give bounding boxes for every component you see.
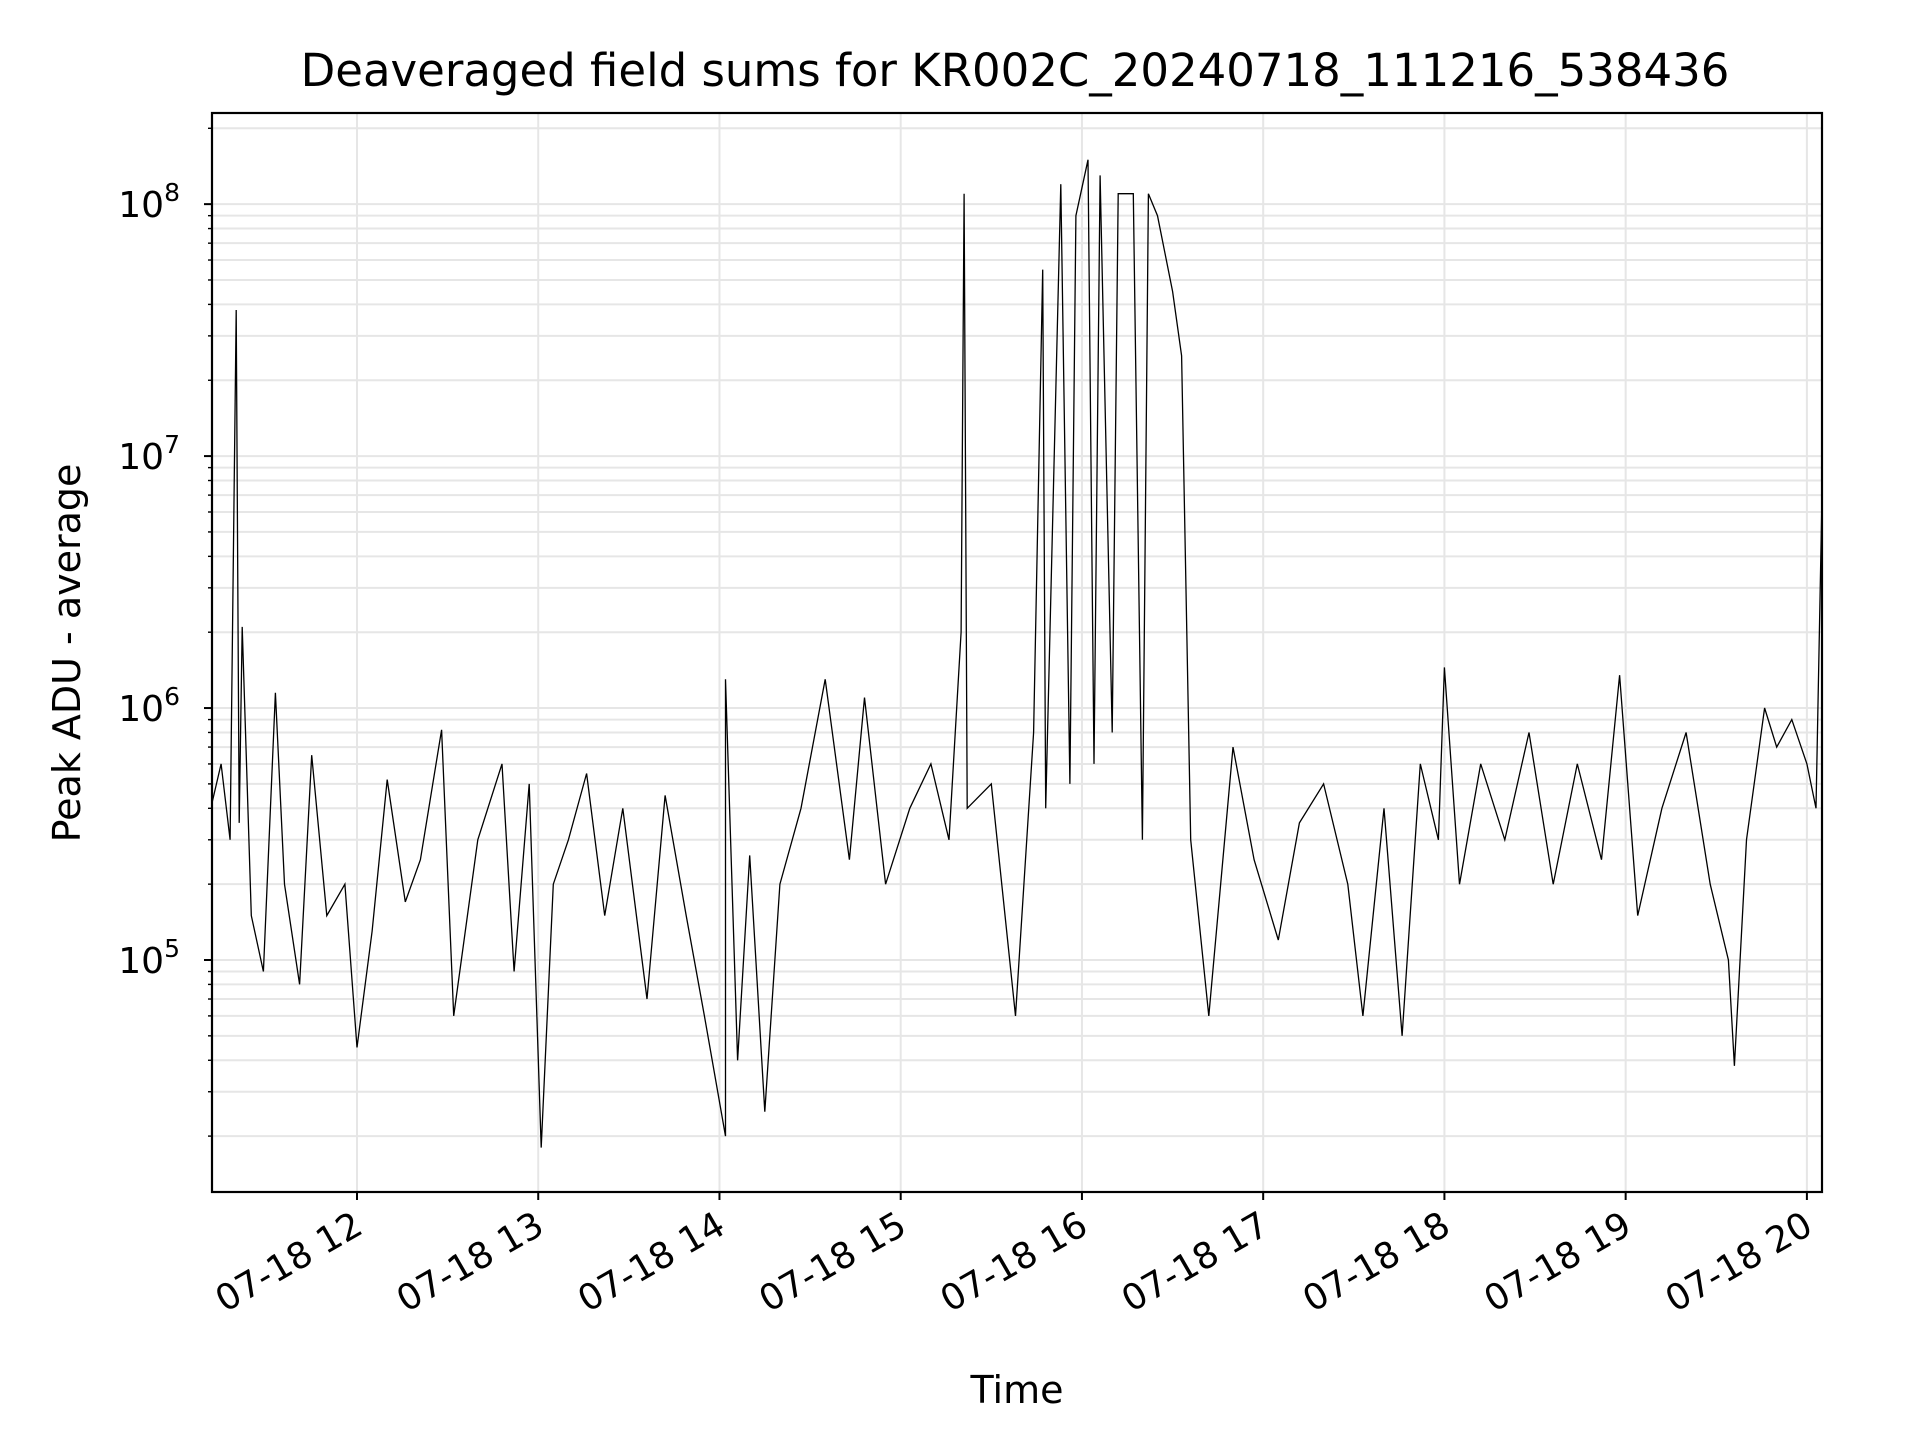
y-tick-label: 107 bbox=[118, 430, 180, 478]
y-tick-exponent: 5 bbox=[164, 934, 180, 963]
y-tick-exponent: 8 bbox=[164, 178, 180, 207]
y-tick-base: 10 bbox=[118, 941, 164, 982]
plot-frame bbox=[210, 111, 1824, 1194]
series-line bbox=[211, 159, 1823, 1148]
y-axis-label: Peak ADU - average bbox=[45, 464, 89, 843]
y-tick-label: 105 bbox=[118, 934, 180, 982]
chart-title: Deaveraged field sums for KR002C_2024071… bbox=[301, 44, 1730, 97]
series-layer bbox=[211, 159, 1823, 1148]
y-tick-base: 10 bbox=[118, 185, 164, 226]
y-tick-exponent: 6 bbox=[164, 682, 180, 711]
y-tick-label: 108 bbox=[118, 178, 180, 226]
y-tick-base: 10 bbox=[118, 437, 164, 478]
y-tick-label: 106 bbox=[118, 682, 180, 730]
x-axis-label: Time bbox=[970, 1368, 1064, 1412]
y-tick-exponent: 7 bbox=[164, 430, 180, 459]
grid bbox=[212, 113, 1822, 1192]
y-tick-base: 10 bbox=[118, 689, 164, 730]
